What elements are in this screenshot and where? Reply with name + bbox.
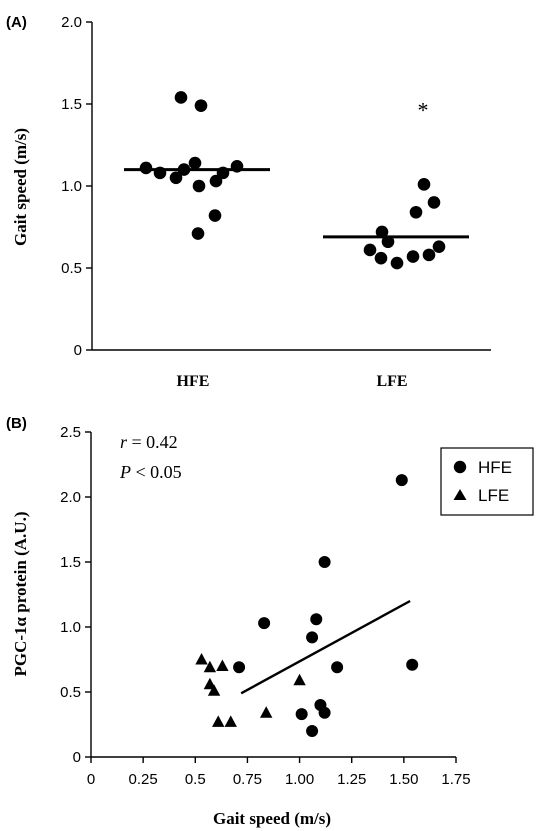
y-tick-label: 2.5 [60, 424, 81, 441]
data-point-hfe [177, 163, 191, 176]
data-point-lfe [406, 250, 420, 263]
panel-b: (B) PGC-1α protein (A.U.) Gait speed (m/… [6, 415, 534, 828]
y-tick-label: 0.5 [61, 260, 82, 277]
legend-lfe-label: LFE [478, 486, 509, 505]
significance-asterisk: * [418, 98, 429, 123]
legend-hfe-marker [453, 460, 467, 474]
y-tick-label: 2.0 [61, 14, 82, 31]
y-tick-label: 0 [74, 342, 82, 359]
legend-box [440, 447, 534, 516]
data-point-hfe [139, 161, 153, 175]
data-point-hfe [216, 166, 230, 180]
x-tick-label: 0.75 [233, 771, 262, 788]
data-point-lfe [216, 659, 229, 671]
data-point-hfe [318, 706, 331, 719]
x-tick-label: 1.25 [337, 771, 366, 788]
x-tick-label: 0.25 [129, 771, 158, 788]
data-point-lfe [417, 178, 431, 191]
x-tick-label: 0.5 [185, 771, 206, 788]
panel-a-y-axis-label: Gait speed (m/s) [11, 128, 30, 246]
r-symbol: r [120, 432, 128, 452]
data-point-lfe [374, 251, 388, 265]
data-point-lfe [207, 684, 221, 696]
x-tick-label: 0 [87, 771, 95, 788]
r-value: = 0.42 [127, 432, 178, 452]
p-value: < 0.05 [131, 462, 182, 482]
p-symbol: P [119, 462, 131, 482]
panel-a: (A) Gait speed (m/s) 0 0.5 1.0 1.5 2.0 HFE LFE… [6, 14, 491, 390]
data-point-hfe [233, 661, 246, 674]
panel-b-y-axis-label: PGC-1α protein (A.U.) [11, 512, 30, 677]
p-value-text: P < 0.05 [119, 462, 182, 482]
data-point-lfe [409, 205, 423, 219]
data-point-hfe [395, 474, 408, 487]
x-category-label: HFE [177, 373, 210, 390]
correlation-r-text: r = 0.42 [120, 432, 178, 452]
data-point-hfe [230, 160, 244, 173]
data-point-hfe [295, 708, 308, 721]
data-point-hfe [174, 91, 188, 104]
panel-b-marks [195, 474, 419, 737]
data-point-hfe [310, 613, 323, 626]
panel-b-axes: 0 0.5 1.0 1.5 2.0 2.5 0 0.25 0.5 0.75 1.00 1.25 1.50… [60, 424, 470, 788]
data-point-hfe [153, 166, 167, 180]
x-tick-label: 1.00 [285, 771, 314, 788]
x-tick-label: 1.50 [389, 771, 418, 788]
data-point-lfe [224, 715, 237, 727]
data-point-lfe [212, 715, 225, 727]
data-point-hfe [258, 617, 271, 630]
data-point-hfe [306, 631, 319, 644]
data-point-hfe [169, 171, 183, 185]
data-point-hfe [209, 174, 223, 188]
data-point-lfe [427, 196, 441, 209]
data-point-hfe [306, 725, 319, 737]
x-category-label: LFE [376, 373, 407, 390]
panel-a-label: (A) [6, 14, 27, 31]
y-tick-label: 0.5 [60, 684, 81, 701]
data-point-hfe [208, 209, 222, 222]
panel-a-marks [124, 91, 469, 270]
y-tick-label: 2.0 [60, 489, 81, 506]
panel-b-x-axis-label: Gait speed (m/s) [213, 809, 331, 828]
data-point-hfe [331, 661, 344, 674]
data-point-lfe [381, 235, 395, 249]
data-point-lfe [203, 660, 217, 673]
y-tick-label: 1.5 [60, 554, 81, 571]
data-point-hfe [406, 658, 419, 671]
data-point-lfe [432, 240, 446, 253]
legend-lfe-marker [453, 489, 467, 500]
data-point-lfe [422, 248, 436, 262]
data-point-hfe [194, 99, 208, 112]
legend-hfe-label: HFE [478, 458, 512, 477]
y-tick-label: 1.5 [61, 96, 82, 113]
y-tick-label: 0 [73, 749, 81, 766]
regression-line [240, 599, 411, 695]
data-point-lfe [293, 673, 306, 686]
panel-b-label: (B) [6, 415, 27, 432]
panel-a-axes: 0 0.5 1.0 1.5 2.0 HFE LFE [61, 14, 491, 390]
data-point-hfe [191, 227, 205, 240]
legend: HFE LFE [440, 447, 534, 516]
data-point-hfe [192, 179, 206, 193]
data-point-lfe [375, 225, 389, 239]
data-point-hfe [188, 156, 202, 170]
data-point-lfe [363, 243, 377, 257]
y-tick-label: 1.0 [61, 178, 82, 195]
x-tick-label: 1.75 [441, 771, 470, 788]
data-point-lfe [260, 706, 273, 718]
data-point-hfe [318, 556, 331, 568]
data-point-lfe [390, 256, 404, 270]
data-point-lfe [195, 653, 208, 665]
y-tick-label: 1.0 [60, 619, 81, 636]
